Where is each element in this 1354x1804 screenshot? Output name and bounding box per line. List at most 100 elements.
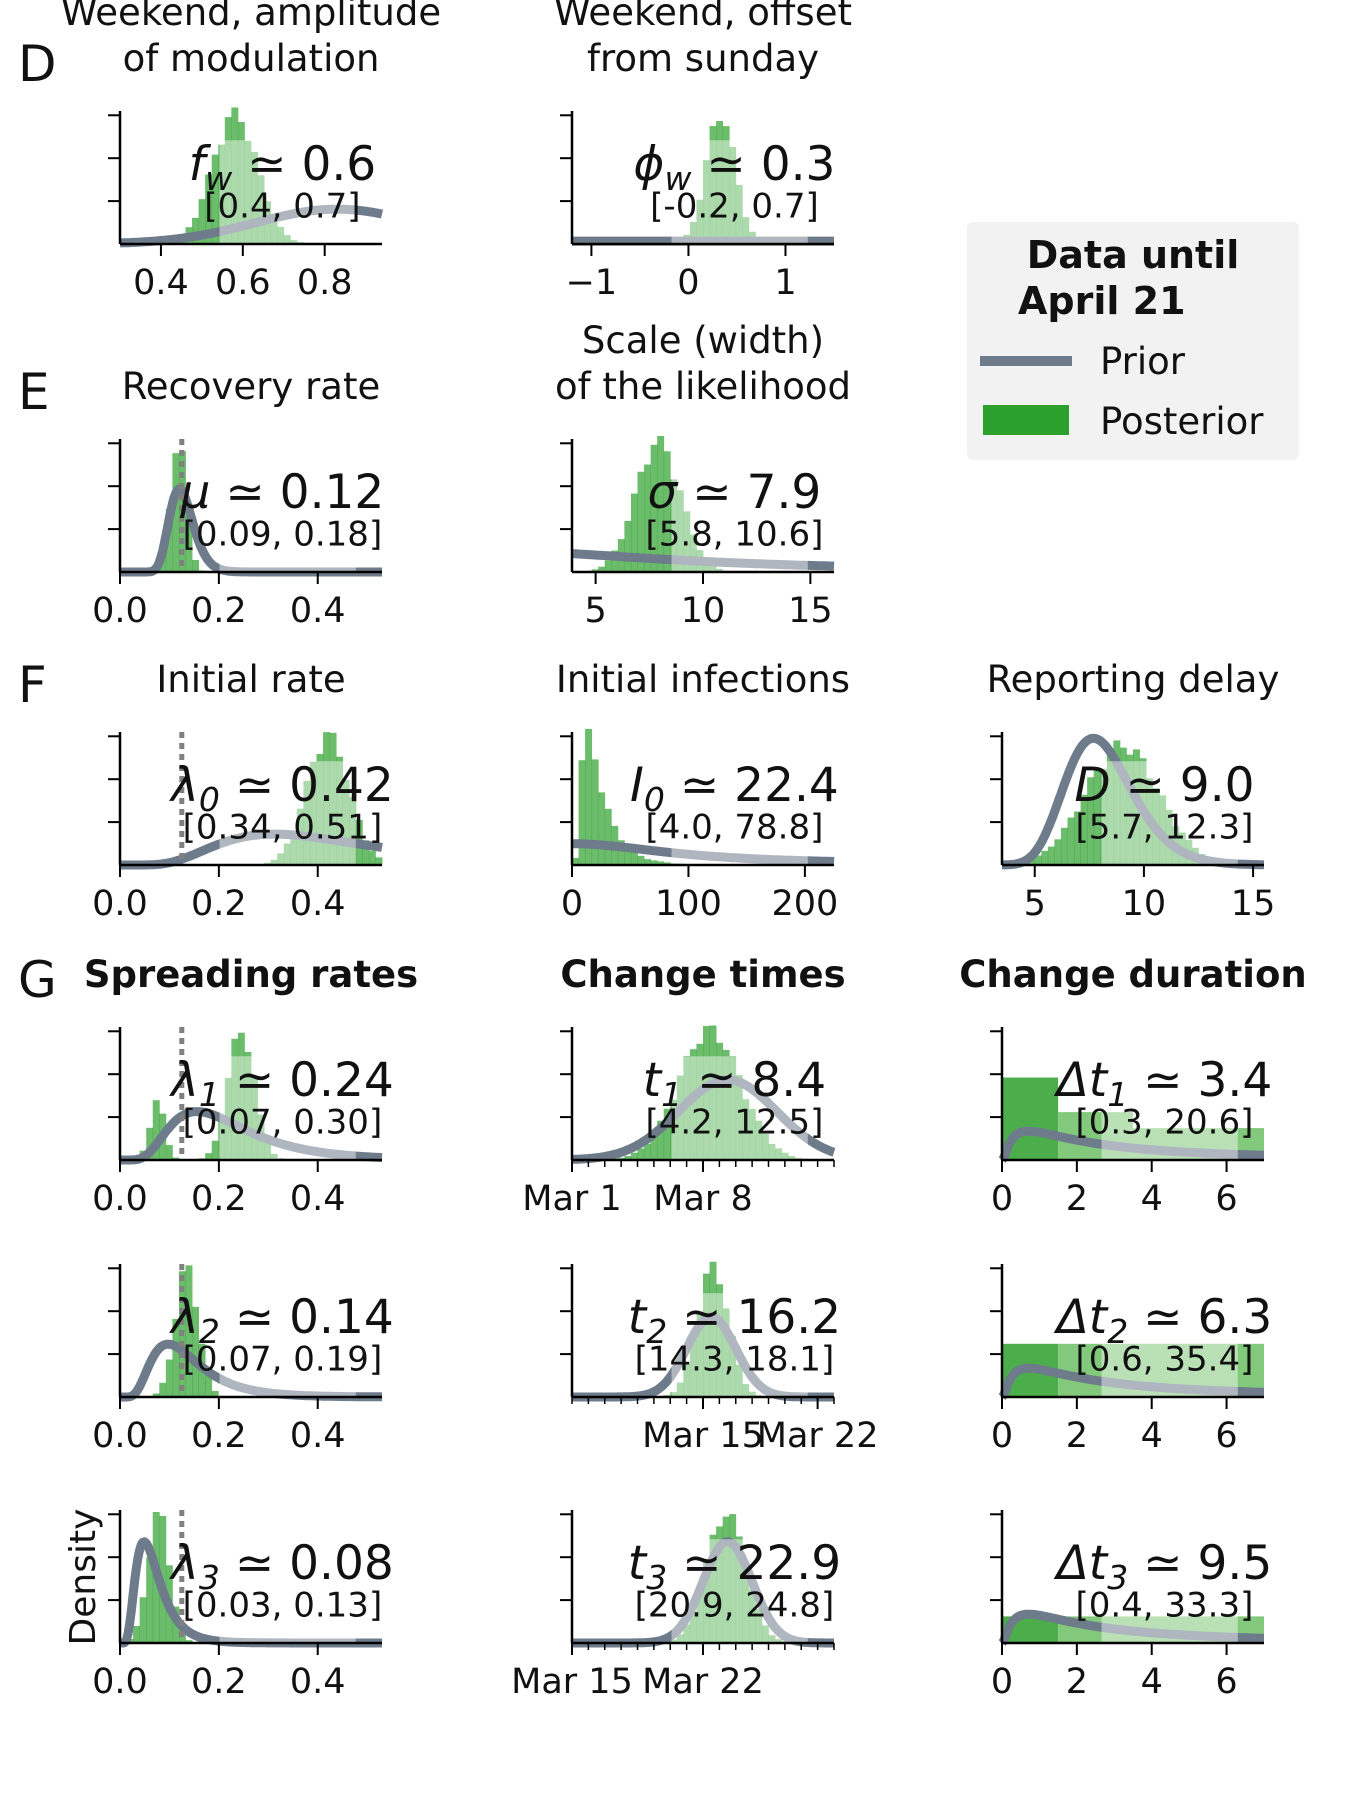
panel-dt3: 0 2 4 6 Δt3 ≃ 9.5[0.4, 33.3]	[990, 1510, 1272, 1702]
estimate-backdrop	[219, 1056, 356, 1160]
x-tick-label: 0.4	[133, 263, 189, 303]
posterior-bar	[696, 1311, 704, 1397]
credible-interval: [0.3, 20.6]	[1075, 1102, 1253, 1142]
posterior-bar	[1074, 811, 1081, 865]
x-tick-label: 15	[788, 591, 833, 631]
posterior-bar	[591, 759, 599, 865]
posterior-bar	[205, 1374, 213, 1397]
posterior-bar	[237, 121, 245, 244]
panel-title: Reporting delay	[987, 658, 1280, 701]
posterior-bar	[722, 1308, 730, 1397]
posterior-bar	[1041, 850, 1049, 865]
posterior-bar	[283, 235, 291, 244]
panel-title: of modulation	[123, 37, 380, 80]
posterior-bar	[349, 796, 357, 865]
estimate-label: t1 ≃ 8.4	[643, 1053, 826, 1114]
posterior-bar	[251, 151, 258, 244]
credible-interval: [-0.2, 0.7]	[650, 186, 819, 226]
panel-title: Change duration	[959, 953, 1306, 996]
posterior-bar	[290, 832, 298, 865]
panel-lambda0: 0.0 0.2 0.4 Initial rate Fλ0 ≃ 0.42[0.34, 0.…	[18, 656, 394, 924]
posterior-bar	[1100, 769, 1108, 865]
estimate-label: λ3 ≃ 0.08	[168, 1536, 394, 1597]
posterior-bar	[663, 1108, 671, 1160]
panel-mu: 0.0 0.2 0.4 Recovery rate Eμ ≃ 0.12[0.09, 0.…	[18, 363, 385, 631]
x-tick-label: 0.0	[92, 591, 148, 631]
x-tick-label: 100	[655, 884, 722, 924]
credible-interval: [0.03, 0.13]	[183, 1585, 383, 1625]
x-tick-label: 200	[771, 884, 838, 924]
posterior-bar	[650, 444, 658, 572]
posterior-bar	[257, 175, 265, 244]
row-letter: D	[18, 35, 57, 93]
posterior-bar	[637, 1148, 645, 1160]
posterior-bar	[178, 451, 186, 572]
posterior-bar	[748, 1391, 756, 1397]
estimate-backdrop	[1101, 1056, 1238, 1160]
prior-curve	[998, 1363, 1267, 1400]
posterior-bar	[709, 1025, 717, 1160]
posterior-bar	[676, 1075, 684, 1160]
credible-interval: [4.2, 12.5]	[645, 1102, 823, 1142]
posterior-bar	[644, 1143, 651, 1160]
legend: Data until April 21 Prior Posterior	[967, 222, 1299, 460]
x-tick-label: 0	[561, 884, 583, 924]
posterior-bar	[637, 471, 645, 572]
posterior-bar	[657, 436, 665, 572]
posterior-bar	[251, 1077, 258, 1160]
x-tick-label: 2	[1066, 1662, 1088, 1702]
posterior-bar	[670, 479, 678, 572]
panel-title: Initial rate	[156, 658, 345, 701]
credible-interval: [0.34, 0.51]	[183, 807, 383, 847]
estimate-label: λ2 ≃ 0.14	[168, 1290, 394, 1351]
posterior-bar	[716, 1284, 724, 1397]
panel-title: Initial infections	[556, 658, 850, 701]
panel-D: 5 10 15 Reporting delay D ≃ 9.0[5.7, 12.3]	[987, 658, 1280, 924]
panel-title: from sunday	[587, 37, 819, 80]
posterior-bar	[696, 1592, 704, 1643]
posterior-bar	[768, 1143, 776, 1160]
posterior-bar	[604, 808, 612, 865]
posterior-bar	[578, 760, 586, 865]
posterior-bar	[375, 857, 383, 865]
panel-dt2: 0 2 4 6 Δt2 ≃ 6.3[0.6, 35.4]	[990, 1264, 1272, 1456]
posterior-bar	[192, 217, 199, 244]
estimate-backdrop	[671, 140, 808, 244]
estimate-backdrop	[1101, 1293, 1238, 1397]
posterior-bar	[650, 1133, 658, 1160]
x-tick-label: 0.0	[92, 1416, 148, 1456]
posterior-bar	[1028, 859, 1036, 865]
panel-title: Weekend, offset	[554, 0, 852, 34]
posterior-bar	[1126, 754, 1134, 865]
posterior-bar	[1034, 855, 1042, 865]
posterior-bar	[663, 451, 671, 572]
posterior-bar	[185, 1265, 193, 1397]
posterior-bar	[146, 1557, 154, 1643]
prior-curve	[569, 549, 837, 571]
posterior-bar	[185, 515, 193, 572]
posterior-hist	[585, 436, 737, 572]
estimate-label: σ ≃ 7.9	[648, 465, 822, 520]
posterior-bar	[211, 1140, 219, 1160]
posterior-bar	[689, 222, 697, 244]
posterior-bar	[716, 1526, 724, 1643]
posterior-bar	[670, 1392, 678, 1397]
panel-lambda2: 0.0 0.2 0.4 λ2 ≃ 0.14[0.07, 0.19]	[92, 1264, 394, 1456]
estimate-label: Δt2 ≃ 6.3	[1054, 1290, 1273, 1351]
x-tick-label: 1	[774, 263, 796, 303]
x-tick-label: 0.4	[290, 1662, 346, 1702]
posterior-bar	[735, 1536, 743, 1643]
posterior-bar	[650, 860, 658, 865]
posterior-bar	[716, 121, 724, 244]
posterior-bar	[624, 847, 632, 865]
estimate-backdrop	[219, 1293, 356, 1397]
posterior-bar	[657, 1120, 665, 1160]
legend-title-line2: April 21	[1018, 279, 1186, 323]
posterior-bar	[218, 1119, 226, 1160]
prior-curve	[999, 733, 1267, 870]
legend-box	[967, 222, 1299, 460]
estimate-label: D ≃ 9.0	[1074, 758, 1254, 813]
credible-interval: [4.0, 78.8]	[645, 807, 823, 847]
panel-dt1: 0 2 4 6 Change duration Δt1 ≃ 3.4[0.3, 20.6]	[959, 953, 1306, 1219]
posterior-bar	[703, 160, 710, 244]
